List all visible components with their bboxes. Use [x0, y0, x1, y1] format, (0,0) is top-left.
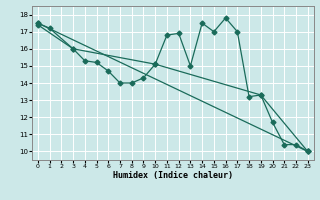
X-axis label: Humidex (Indice chaleur): Humidex (Indice chaleur) [113, 171, 233, 180]
